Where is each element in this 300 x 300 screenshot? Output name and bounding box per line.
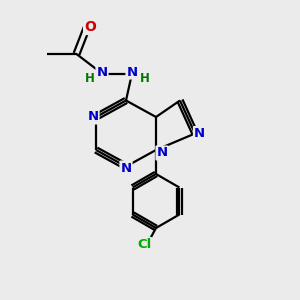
- Text: H: H: [140, 72, 149, 86]
- Text: H: H: [85, 72, 94, 86]
- Text: N: N: [96, 65, 108, 79]
- Text: N: N: [120, 161, 132, 175]
- Text: O: O: [84, 20, 96, 34]
- Text: Cl: Cl: [137, 238, 151, 251]
- Text: N: N: [156, 146, 168, 160]
- Text: N: N: [194, 127, 205, 140]
- Text: N: N: [126, 65, 138, 79]
- Text: N: N: [87, 110, 99, 124]
